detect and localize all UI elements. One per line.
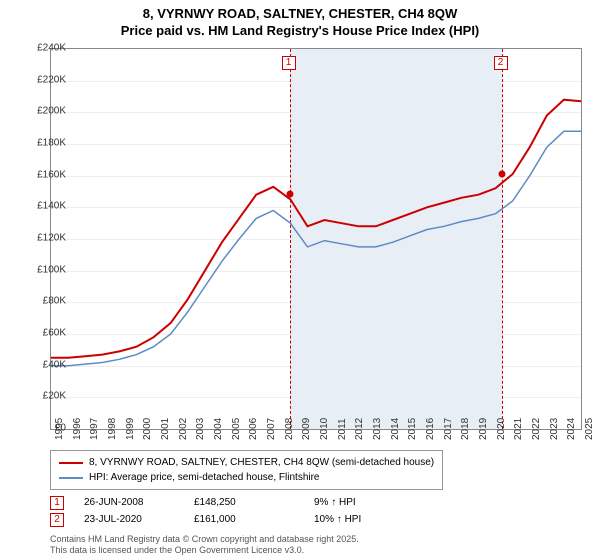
x-axis-label: 2008 bbox=[284, 418, 295, 440]
series-hpi bbox=[51, 131, 581, 365]
title-line2: Price paid vs. HM Land Registry's House … bbox=[0, 23, 600, 40]
x-axis-label: 2024 bbox=[566, 418, 577, 440]
legend: 8, VYRNWY ROAD, SALTNEY, CHESTER, CH4 8Q… bbox=[50, 450, 443, 490]
txn-price: £161,000 bbox=[194, 511, 294, 528]
y-axis-label: £40K bbox=[16, 359, 66, 370]
x-axis-label: 2023 bbox=[549, 418, 560, 440]
x-axis-label: 2007 bbox=[266, 418, 277, 440]
footer: Contains HM Land Registry data © Crown c… bbox=[50, 534, 359, 556]
marker-box: 1 bbox=[282, 56, 296, 70]
txn-date: 23-JUL-2020 bbox=[84, 511, 174, 528]
series-property bbox=[51, 100, 581, 358]
x-axis-label: 2012 bbox=[354, 418, 365, 440]
x-axis-label: 2006 bbox=[248, 418, 259, 440]
table-row: 2 23-JUL-2020 £161,000 10% ↑ HPI bbox=[50, 511, 361, 528]
y-axis-label: £60K bbox=[16, 328, 66, 339]
legend-swatch bbox=[59, 462, 83, 464]
x-axis-label: 2018 bbox=[460, 418, 471, 440]
x-axis-label: 2010 bbox=[319, 418, 330, 440]
y-axis-label: £240K bbox=[16, 43, 66, 54]
txn-delta: 10% ↑ HPI bbox=[314, 511, 361, 528]
x-axis-label: 1996 bbox=[72, 418, 83, 440]
txn-delta: 9% ↑ HPI bbox=[314, 494, 356, 511]
x-axis-label: 2021 bbox=[513, 418, 524, 440]
legend-text: HPI: Average price, semi-detached house,… bbox=[89, 470, 320, 485]
legend-swatch bbox=[59, 477, 83, 479]
x-axis-label: 2013 bbox=[372, 418, 383, 440]
y-axis-label: £180K bbox=[16, 138, 66, 149]
footer-line2: This data is licensed under the Open Gov… bbox=[50, 545, 359, 556]
x-axis-label: 2003 bbox=[195, 418, 206, 440]
legend-row: HPI: Average price, semi-detached house,… bbox=[59, 470, 434, 485]
x-axis-label: 1999 bbox=[125, 418, 136, 440]
footer-line1: Contains HM Land Registry data © Crown c… bbox=[50, 534, 359, 545]
x-axis-label: 2011 bbox=[337, 418, 348, 440]
x-axis-label: 2025 bbox=[584, 418, 595, 440]
txn-marker: 2 bbox=[50, 513, 64, 527]
y-axis-label: £160K bbox=[16, 169, 66, 180]
txn-marker: 1 bbox=[50, 496, 64, 510]
x-axis-label: 2014 bbox=[390, 418, 401, 440]
x-axis-label: 2002 bbox=[178, 418, 189, 440]
x-axis-label: 2020 bbox=[496, 418, 507, 440]
y-axis-label: £220K bbox=[16, 74, 66, 85]
y-axis-label: £20K bbox=[16, 391, 66, 402]
legend-text: 8, VYRNWY ROAD, SALTNEY, CHESTER, CH4 8Q… bbox=[89, 455, 434, 470]
x-axis-label: 2001 bbox=[160, 418, 171, 440]
y-axis-label: £100K bbox=[16, 264, 66, 275]
marker-dot bbox=[286, 191, 293, 198]
x-axis-label: 2005 bbox=[231, 418, 242, 440]
x-axis-label: 2022 bbox=[531, 418, 542, 440]
marker-box: 2 bbox=[494, 56, 508, 70]
x-axis-label: 2019 bbox=[478, 418, 489, 440]
x-axis-label: 1997 bbox=[89, 418, 100, 440]
title-line1: 8, VYRNWY ROAD, SALTNEY, CHESTER, CH4 8Q… bbox=[0, 6, 600, 23]
table-row: 1 26-JUN-2008 £148,250 9% ↑ HPI bbox=[50, 494, 361, 511]
transaction-table: 1 26-JUN-2008 £148,250 9% ↑ HPI 2 23-JUL-2020… bbox=[50, 494, 361, 528]
x-axis-label: 2015 bbox=[407, 418, 418, 440]
x-axis-label: 1995 bbox=[54, 418, 65, 440]
legend-row: 8, VYRNWY ROAD, SALTNEY, CHESTER, CH4 8Q… bbox=[59, 455, 434, 470]
chart-lines bbox=[51, 49, 581, 429]
txn-date: 26-JUN-2008 bbox=[84, 494, 174, 511]
txn-price: £148,250 bbox=[194, 494, 294, 511]
y-axis-label: £80K bbox=[16, 296, 66, 307]
x-axis-label: 2004 bbox=[213, 418, 224, 440]
x-axis-label: 1998 bbox=[107, 418, 118, 440]
x-axis-label: 2000 bbox=[142, 418, 153, 440]
x-axis-label: 2009 bbox=[301, 418, 312, 440]
x-axis-label: 2017 bbox=[443, 418, 454, 440]
y-axis-label: £120K bbox=[16, 233, 66, 244]
x-axis-label: 2016 bbox=[425, 418, 436, 440]
y-axis-label: £140K bbox=[16, 201, 66, 212]
y-axis-label: £200K bbox=[16, 106, 66, 117]
marker-dot bbox=[498, 171, 505, 178]
chart bbox=[50, 48, 582, 430]
